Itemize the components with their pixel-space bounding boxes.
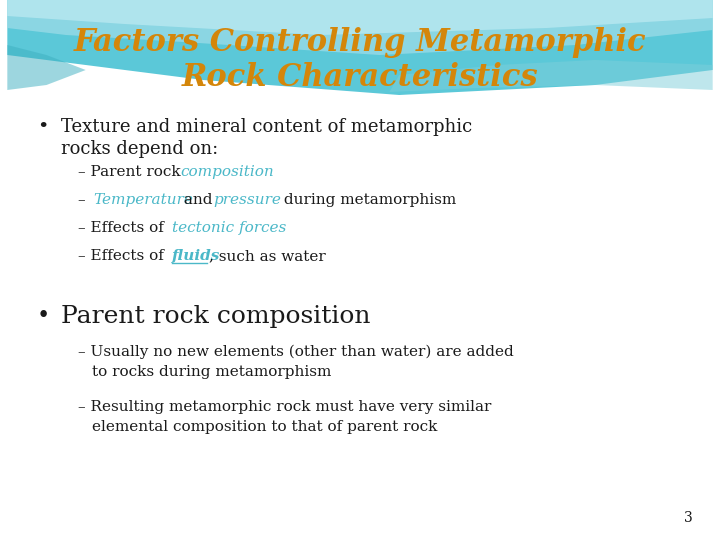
Text: , such as water: , such as water (209, 249, 326, 263)
Text: to rocks during metamorphism: to rocks during metamorphism (91, 365, 331, 379)
Text: tectonic forces: tectonic forces (172, 221, 287, 235)
Text: – Effects of: – Effects of (78, 249, 168, 263)
Text: – Effects of: – Effects of (78, 221, 168, 235)
Text: fluids: fluids (172, 249, 220, 263)
Text: Parent rock composition: Parent rock composition (61, 305, 371, 328)
Text: – Resulting metamorphic rock must have very similar: – Resulting metamorphic rock must have v… (78, 400, 491, 414)
Text: Temperature: Temperature (94, 193, 194, 207)
Text: elemental composition to that of parent rock: elemental composition to that of parent … (91, 420, 437, 434)
Polygon shape (7, 0, 713, 95)
Text: pressure: pressure (213, 193, 281, 207)
Text: during metamorphism: during metamorphism (279, 193, 456, 207)
Polygon shape (390, 60, 713, 92)
Text: –: – (78, 193, 90, 207)
Text: rocks depend on:: rocks depend on: (61, 140, 218, 158)
Polygon shape (7, 0, 713, 35)
Text: •: • (37, 305, 50, 327)
Text: 3: 3 (684, 511, 693, 525)
Text: and: and (179, 193, 217, 207)
Text: – Usually no new elements (other than water) are added: – Usually no new elements (other than wa… (78, 345, 513, 360)
Text: Texture and mineral content of metamorphic: Texture and mineral content of metamorph… (61, 118, 472, 136)
Text: •: • (37, 118, 48, 136)
Text: Rock Characteristics: Rock Characteristics (181, 63, 539, 93)
Text: – Parent rock: – Parent rock (78, 165, 185, 179)
Polygon shape (7, 30, 86, 90)
Text: composition: composition (181, 165, 274, 179)
Polygon shape (7, 0, 713, 55)
Text: Factors Controlling Metamorphic: Factors Controlling Metamorphic (73, 26, 647, 57)
